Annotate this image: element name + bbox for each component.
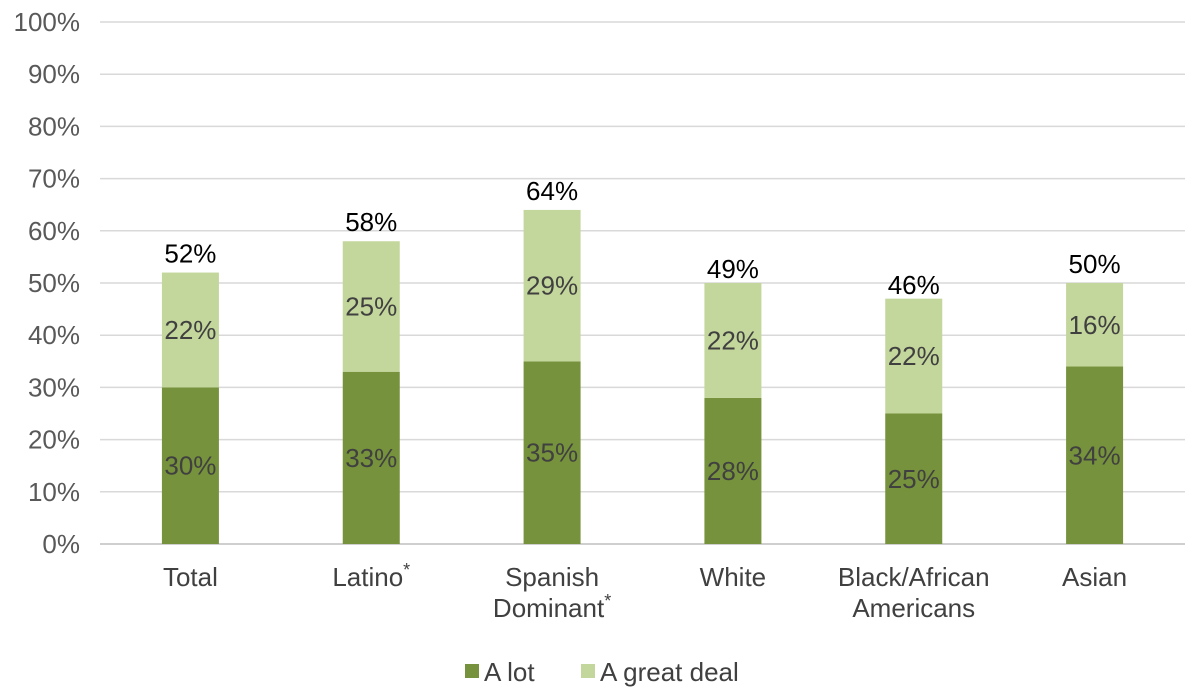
category-label: Spanish (505, 562, 599, 592)
total-value-label: 49% (707, 254, 759, 284)
y-tick-label: 20% (28, 425, 80, 455)
bar-segment-a-lot (704, 397, 762, 544)
category-label: Total (163, 562, 218, 592)
y-tick-label: 30% (28, 372, 80, 402)
segment-value-label: 30% (164, 451, 216, 481)
y-tick-label: 60% (28, 216, 80, 246)
category-label: Asian (1062, 562, 1127, 592)
y-axis-ticks: 0% 10% 20% 30% 40% 50% 60% 70% 80% 90% 100% (14, 7, 81, 559)
bar-segment-a-lot (1066, 366, 1124, 544)
y-tick-label: 90% (28, 59, 80, 89)
total-value-label: 46% (888, 270, 940, 300)
category-label: Dominant* (493, 591, 611, 623)
bar-segment-a-lot (885, 413, 943, 544)
bar-segment-a-great-deal (161, 272, 219, 388)
legend-label: A great deal (600, 657, 739, 687)
bar-segment-a-lot (523, 361, 581, 544)
y-tick-label: 40% (28, 320, 80, 350)
total-value-label: 64% (526, 176, 578, 206)
bar-segment-a-great-deal (342, 241, 400, 372)
y-tick-label: 100% (14, 7, 81, 37)
total-labels: 52% 58% 64% 49% 46% 50% (164, 176, 1120, 300)
y-tick-label: 0% (42, 529, 80, 559)
total-value-label: 58% (345, 207, 397, 237)
segment-value-label: 16% (1069, 310, 1121, 340)
segment-value-label: 28% (707, 456, 759, 486)
y-tick-label: 70% (28, 164, 80, 194)
segment-value-label: 34% (1069, 440, 1121, 470)
legend: A lot A great deal (465, 657, 739, 687)
y-tick-label: 50% (28, 268, 80, 298)
segment-value-label: 22% (707, 325, 759, 355)
segment-labels: 30% 22% 33% 25% 35% 29% 28% 22% 25% 22% 34% 16% (164, 271, 1120, 494)
bar-segment-a-great-deal (704, 283, 762, 398)
legend-label: A lot (484, 657, 535, 687)
category-label: Latino* (332, 560, 410, 592)
bar-segment-a-great-deal (523, 209, 581, 362)
segment-value-label: 35% (526, 438, 578, 468)
segment-value-label: 25% (888, 464, 940, 494)
bar-segment-a-great-deal (885, 298, 943, 414)
segment-value-label: 22% (888, 341, 940, 371)
legend-swatch-a-lot (465, 664, 479, 678)
total-value-label: 52% (164, 239, 216, 269)
bar-segment-a-lot (342, 371, 400, 544)
category-label: Black/African (838, 562, 990, 592)
category-label: Americans (852, 593, 975, 623)
segment-value-label: 22% (164, 315, 216, 345)
total-value-label: 50% (1069, 249, 1121, 279)
category-label: White (700, 562, 766, 592)
segment-value-label: 25% (345, 291, 397, 321)
bar-segment-a-lot (161, 387, 219, 544)
bar-segment-a-great-deal (1066, 283, 1124, 367)
bars (161, 209, 1124, 544)
segment-value-label: 33% (345, 443, 397, 473)
segment-value-label: 29% (526, 271, 578, 301)
legend-swatch-a-great-deal (581, 664, 595, 678)
gridlines (100, 21, 1185, 545)
y-tick-label: 10% (28, 477, 80, 507)
y-tick-label: 80% (28, 111, 80, 141)
